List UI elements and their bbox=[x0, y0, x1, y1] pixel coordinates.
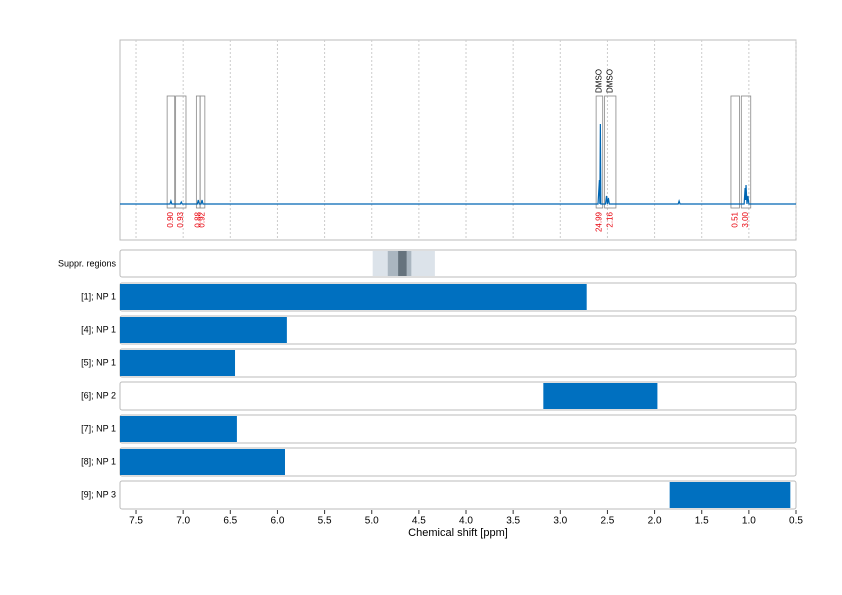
row-label: [5]; NP 1 bbox=[81, 357, 116, 367]
x-tick-label: 4.5 bbox=[412, 516, 426, 527]
x-tick-label: 5.5 bbox=[318, 516, 332, 527]
spectrum-frame bbox=[119, 39, 797, 241]
integral-box bbox=[604, 95, 617, 209]
integral-box bbox=[166, 95, 176, 209]
integral-label: 24.99 bbox=[595, 211, 604, 232]
x-tick-label: 4.0 bbox=[459, 516, 473, 527]
integral-box bbox=[195, 95, 201, 209]
integral-box bbox=[740, 95, 752, 209]
integral-label: 0.93 bbox=[176, 211, 185, 227]
bar bbox=[120, 350, 236, 376]
row-label: [1]; NP 1 bbox=[81, 291, 116, 301]
bar bbox=[543, 383, 658, 409]
row-label: [9]; NP 3 bbox=[81, 489, 116, 499]
suppression-region bbox=[398, 251, 407, 276]
spectrum-line bbox=[120, 123, 796, 205]
integral-label: 0.88 bbox=[193, 211, 202, 227]
x-tick-label: 0.5 bbox=[789, 516, 803, 527]
integral-box bbox=[199, 95, 206, 209]
integral-label: 0.92 bbox=[198, 211, 207, 227]
x-tick-label: 3.5 bbox=[506, 516, 520, 527]
x-tick-label: 2.5 bbox=[600, 516, 614, 527]
row-frame bbox=[119, 381, 797, 411]
row-label: [4]; NP 1 bbox=[81, 324, 116, 334]
x-tick-label: 6.5 bbox=[223, 516, 237, 527]
integral-label: 0.90 bbox=[166, 211, 175, 227]
integral-label: 2.16 bbox=[605, 211, 614, 227]
integral-box bbox=[595, 95, 604, 209]
bar bbox=[669, 482, 791, 508]
row-label: [8]; NP 1 bbox=[81, 456, 116, 466]
bar bbox=[120, 317, 287, 343]
annotation: DMSO bbox=[605, 69, 614, 93]
x-tick-label: 3.0 bbox=[553, 516, 567, 527]
row-frame bbox=[119, 249, 797, 278]
row-label: [7]; NP 1 bbox=[81, 423, 116, 433]
x-tick-label: 7.5 bbox=[129, 516, 143, 527]
x-tick-label: 2.0 bbox=[648, 516, 662, 527]
annotation: DMSO bbox=[595, 69, 604, 93]
row-label: [6]; NP 2 bbox=[81, 390, 116, 400]
row-label: Suppr. regions bbox=[58, 258, 117, 268]
x-tick-label: 6.0 bbox=[270, 516, 284, 527]
integral-label: 0.51 bbox=[730, 211, 739, 227]
integral-box bbox=[175, 95, 187, 209]
bar bbox=[120, 284, 587, 310]
x-tick-label: 5.0 bbox=[365, 516, 379, 527]
bar bbox=[120, 449, 285, 475]
row-frame bbox=[119, 480, 797, 510]
integral-box bbox=[730, 95, 740, 209]
integral-label: 3.00 bbox=[741, 211, 750, 227]
x-tick-label: 1.5 bbox=[695, 516, 709, 527]
bar bbox=[120, 416, 237, 442]
x-tick-label: 1.0 bbox=[742, 516, 756, 527]
x-axis-title: Chemical shift [ppm] bbox=[408, 527, 508, 539]
x-tick-label: 7.0 bbox=[176, 516, 190, 527]
